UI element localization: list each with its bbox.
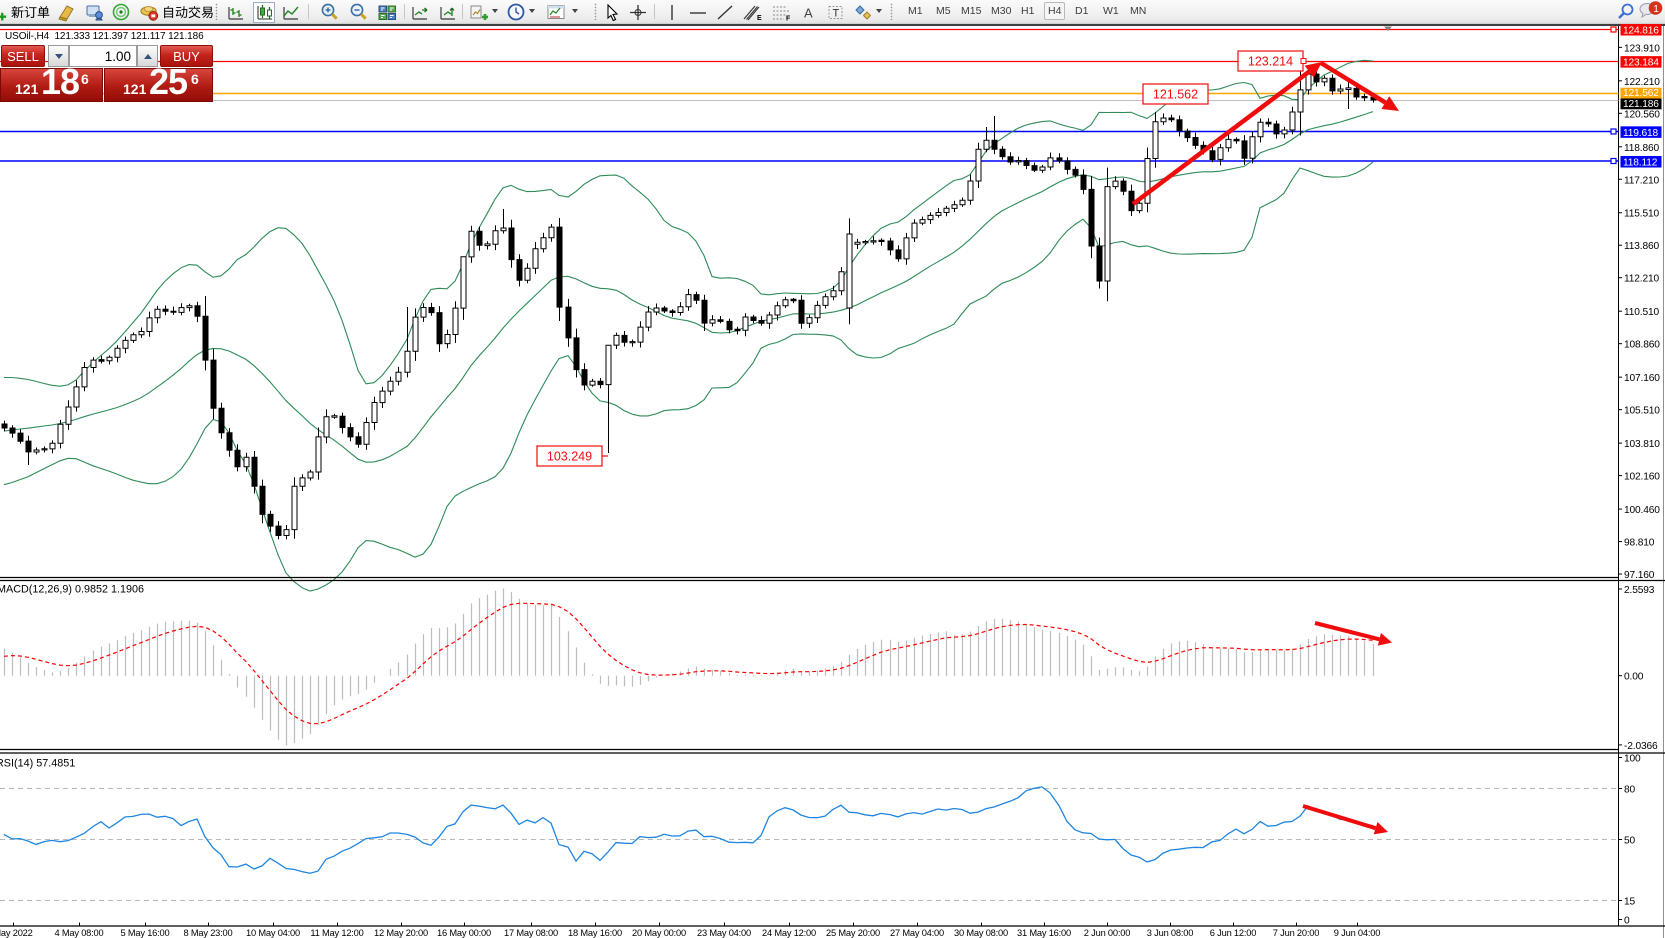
svg-text:25 May 20:00: 25 May 20:00	[826, 928, 880, 938]
svg-text:16 May 00:00: 16 May 00:00	[437, 928, 491, 938]
svg-text:107.160: 107.160	[1624, 373, 1660, 384]
svg-text:123.184: 123.184	[1623, 58, 1659, 69]
svg-text:-2.0366: -2.0366	[1624, 741, 1658, 752]
svg-text:0.00: 0.00	[1624, 672, 1644, 683]
svg-text:119.618: 119.618	[1623, 128, 1659, 139]
svg-text:6 Jun 12:00: 6 Jun 12:00	[1210, 928, 1256, 938]
svg-text:23 May 04:00: 23 May 04:00	[697, 928, 751, 938]
svg-text:MACD(12,26,9) 0.9852 1.1906: MACD(12,26,9) 0.9852 1.1906	[0, 584, 144, 596]
svg-text:E: E	[757, 15, 762, 22]
svg-text:103.249: 103.249	[547, 450, 592, 464]
svg-text:98.810: 98.810	[1624, 538, 1655, 549]
svg-text:122.210: 122.210	[1624, 77, 1660, 88]
svg-text:121.562: 121.562	[1153, 88, 1198, 102]
svg-text:31 May 16:00: 31 May 16:00	[1017, 928, 1071, 938]
svg-text:9 Jun 04:00: 9 Jun 04:00	[1334, 928, 1380, 938]
svg-text:RSI(14) 57.4851: RSI(14) 57.4851	[0, 758, 75, 770]
svg-text:18 May 16:00: 18 May 16:00	[568, 928, 622, 938]
svg-text:121.186: 121.186	[1623, 99, 1659, 110]
svg-text:118.860: 118.860	[1624, 143, 1660, 154]
svg-text:103.810: 103.810	[1624, 439, 1660, 450]
svg-text:2 Jun 00:00: 2 Jun 00:00	[1084, 928, 1130, 938]
svg-text:F: F	[786, 15, 791, 22]
svg-text:50: 50	[1624, 836, 1636, 847]
svg-text:17 May 08:00: 17 May 08:00	[504, 928, 558, 938]
svg-text:120.560: 120.560	[1624, 109, 1660, 120]
svg-text:100: 100	[1624, 754, 1641, 765]
svg-text:15: 15	[1624, 897, 1636, 908]
svg-text:80: 80	[1624, 785, 1636, 796]
svg-text:115.510: 115.510	[1624, 209, 1660, 220]
svg-text:124.816: 124.816	[1623, 26, 1659, 37]
svg-text:May 2022: May 2022	[0, 928, 33, 938]
svg-text:1: 1	[1653, 4, 1659, 15]
svg-text:A: A	[804, 5, 813, 20]
svg-text:8 May 23:00: 8 May 23:00	[184, 928, 233, 938]
svg-text:3 Jun 08:00: 3 Jun 08:00	[1147, 928, 1193, 938]
svg-text:4 May 08:00: 4 May 08:00	[55, 928, 104, 938]
svg-text:7 Jun 20:00: 7 Jun 20:00	[1273, 928, 1319, 938]
svg-text:123.910: 123.910	[1624, 43, 1660, 54]
svg-text:118.112: 118.112	[1623, 158, 1658, 169]
svg-text:5 May 16:00: 5 May 16:00	[121, 928, 170, 938]
svg-text:2.5593: 2.5593	[1624, 585, 1655, 596]
svg-text:123.214: 123.214	[1248, 55, 1293, 69]
svg-text:20 May 00:00: 20 May 00:00	[632, 928, 686, 938]
svg-text:117.210: 117.210	[1624, 175, 1660, 186]
svg-text:27 May 04:00: 27 May 04:00	[890, 928, 944, 938]
svg-text:10 May 04:00: 10 May 04:00	[246, 928, 300, 938]
svg-text:112.210: 112.210	[1624, 274, 1660, 285]
svg-text:105.510: 105.510	[1624, 406, 1660, 417]
svg-text:121.562: 121.562	[1623, 88, 1659, 99]
svg-text:102.160: 102.160	[1624, 472, 1660, 483]
svg-text:108.860: 108.860	[1624, 340, 1660, 351]
svg-text:110.510: 110.510	[1624, 307, 1660, 318]
svg-text:11 May 12:00: 11 May 12:00	[310, 928, 363, 938]
svg-text:113.860: 113.860	[1624, 241, 1660, 252]
svg-text:100.460: 100.460	[1624, 505, 1660, 516]
svg-text:T: T	[833, 7, 840, 19]
svg-text:24 May 12:00: 24 May 12:00	[762, 928, 816, 938]
svg-text:30 May 08:00: 30 May 08:00	[954, 928, 1008, 938]
svg-text:0: 0	[1624, 916, 1630, 927]
svg-text:12 May 20:00: 12 May 20:00	[374, 928, 428, 938]
svg-text:97.160: 97.160	[1624, 570, 1655, 581]
